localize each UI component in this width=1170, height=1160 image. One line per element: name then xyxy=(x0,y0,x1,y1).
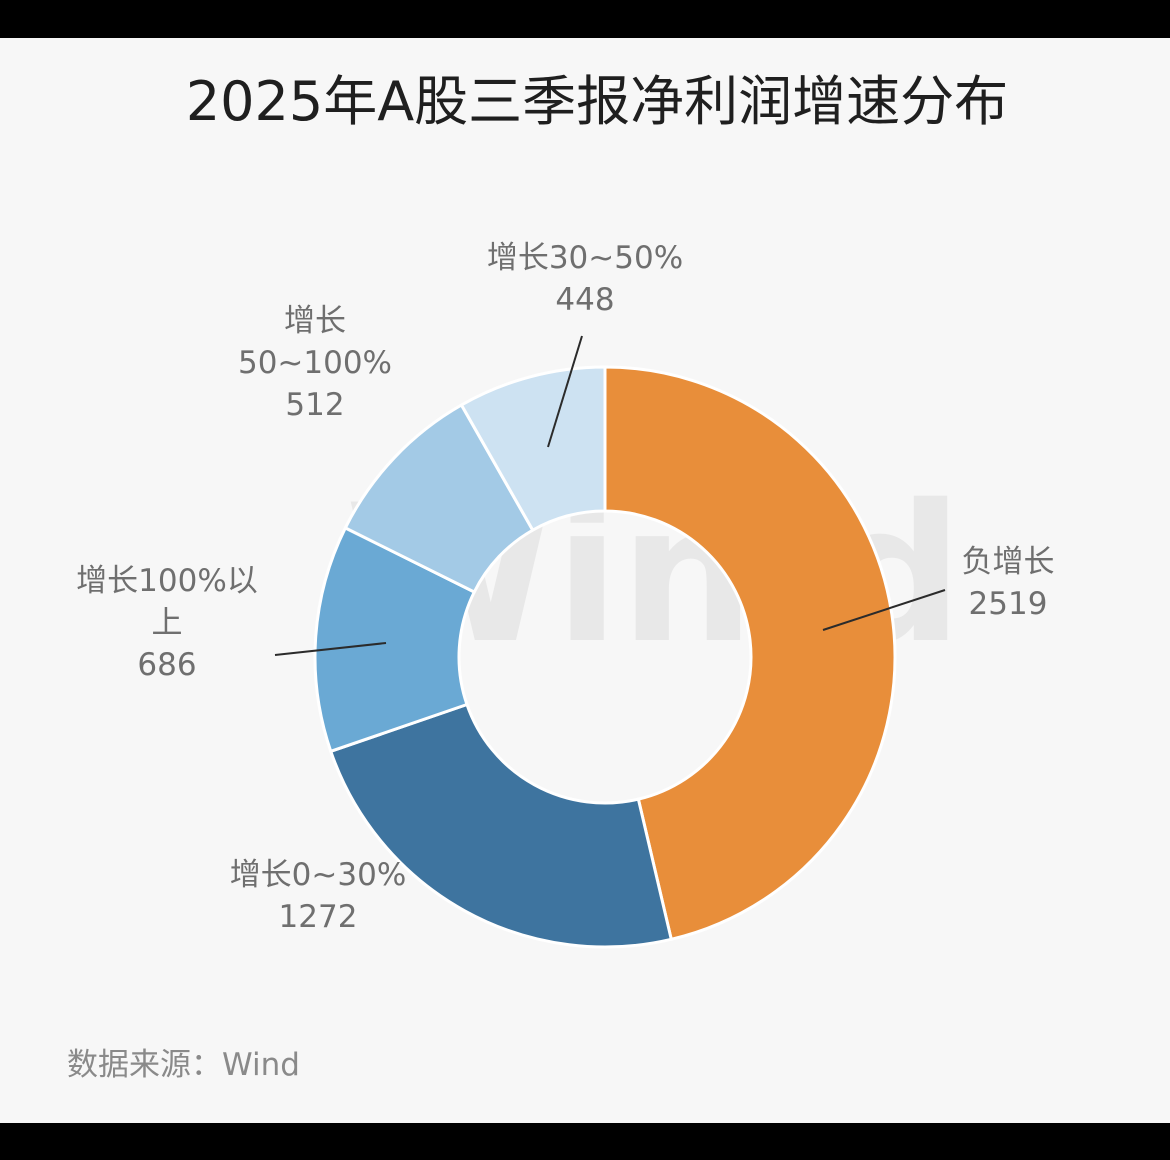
slices-group xyxy=(313,365,897,949)
slice-value-label: 448 xyxy=(555,282,614,318)
leader-lines xyxy=(274,335,946,656)
slice-value-label: 1272 xyxy=(279,899,358,935)
slice-category-label: 50~100% xyxy=(238,345,392,381)
slice-category-label: 负增长 xyxy=(962,544,1055,580)
slice-category-label: 上 xyxy=(152,605,183,641)
slice-value-label: 2519 xyxy=(969,586,1048,622)
leader-line xyxy=(547,335,583,448)
slice-labels: 负增长 2519 增长0~30% 1272 增长100%以上 686 增长 50~100% 51… xyxy=(76,240,1054,935)
donut-slice xyxy=(313,525,477,754)
donut-slice xyxy=(328,702,674,949)
slice-category-label: 增长0~30% xyxy=(230,857,407,893)
slice-value-label: 512 xyxy=(285,387,344,423)
chart-title: 2025年A股三季报净利润增速分布 xyxy=(186,70,1008,133)
leader-line xyxy=(274,642,387,656)
slice-category-label: 增长30~50% xyxy=(487,240,683,276)
donut-slice xyxy=(459,365,607,533)
leader-line xyxy=(822,589,946,631)
slice-value-label: 686 xyxy=(137,647,196,683)
slice-category-label: 增长 xyxy=(284,303,346,339)
source-note: 数据来源：Wind xyxy=(67,1047,300,1083)
donut-slice xyxy=(603,365,897,942)
slice-category-label: 增长100%以 xyxy=(76,563,258,599)
